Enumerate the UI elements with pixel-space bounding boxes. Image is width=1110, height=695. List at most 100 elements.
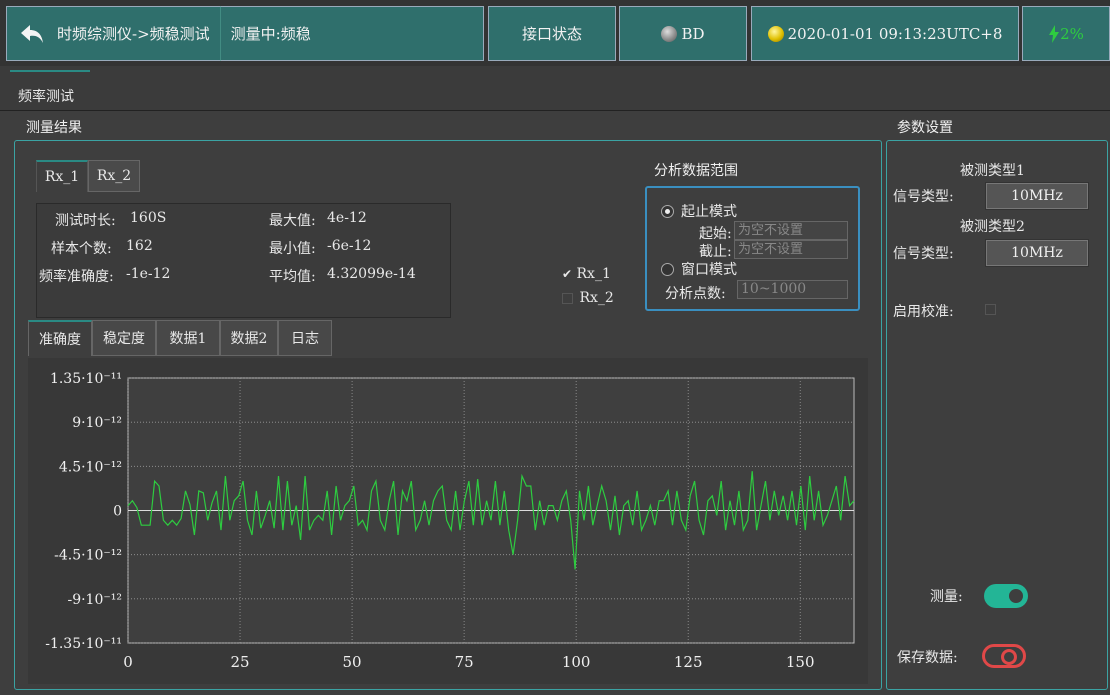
datetime-display: 2020-01-01 09:13:23UTC+8 — [751, 6, 1019, 61]
type1-label: 被测类型1 — [960, 163, 1025, 179]
divider — [219, 6, 221, 61]
x-tick-label: 75 — [455, 653, 474, 671]
radio-window-label: 窗口模式 — [681, 262, 737, 278]
accuracy-chart: 1.35·10⁻¹¹ 9·10⁻¹² 4.5·10⁻¹² 0 -4.5·10⁻¹² -9·… — [45, 371, 855, 671]
tab-strip — [0, 66, 1110, 111]
radio-window[interactable] — [661, 263, 674, 276]
signal2-label: 信号类型: — [893, 246, 954, 262]
results-panel — [14, 140, 882, 690]
tab-rx1-label: Rx_1 — [44, 169, 80, 185]
range-box: 起止模式 起始: 为空不设置 截止: 为空不设置 窗口模式 分析点数: 10~1… — [645, 186, 860, 311]
points-label: 分析点数: — [665, 286, 726, 302]
stats-box: 测试时长: 160S 样本个数: 162 频率准确度: -1e-12 最大值: … — [36, 203, 451, 318]
series-line-rx1 — [127, 471, 855, 570]
calib-label: 启用校准: — [893, 304, 954, 320]
measure-label: 测量: — [930, 589, 963, 605]
points-input[interactable]: 10~1000 — [737, 280, 848, 299]
checkbox-rx1-label: Rx_1 — [576, 266, 611, 282]
measure-toggle[interactable] — [984, 584, 1028, 608]
battery-status: 2% — [1022, 6, 1110, 61]
tab-data1[interactable]: 数据1 — [156, 320, 220, 356]
accuracy-label: 频率准确度: — [39, 269, 114, 285]
battery-bolt-icon — [1049, 24, 1060, 43]
duration-label: 测试时长: — [55, 213, 116, 229]
tab-rx1[interactable]: Rx_1 — [36, 160, 88, 192]
checkbox-empty-icon — [562, 292, 573, 304]
checkbox-rx2-label: Rx_2 — [579, 290, 614, 306]
y-tick-label: -9·10⁻¹² — [67, 592, 122, 608]
radio-start-stop[interactable] — [661, 205, 674, 218]
signal1-label: 信号类型: — [893, 189, 954, 205]
tab-data1-label: 数据1 — [169, 331, 207, 347]
start-input[interactable]: 为空不设置 — [734, 221, 848, 240]
params-title: 参数设置 — [897, 120, 953, 136]
tab-data2[interactable]: 数据2 — [220, 320, 278, 356]
checkmark-icon: ✔ — [562, 267, 573, 281]
min-label: 最小值: — [269, 241, 316, 257]
samples-label: 样本个数: — [51, 241, 112, 257]
y-tick-label: 0 — [113, 504, 122, 520]
tab-rx2-label: Rx_2 — [96, 168, 132, 184]
tab-accuracy-label: 准确度 — [39, 332, 81, 348]
tab-data2-label: 数据2 — [230, 331, 268, 347]
y-tick-label: 1.35·10⁻¹¹ — [50, 371, 122, 387]
checkbox-rx2[interactable]: Rx_2 — [562, 290, 614, 306]
end-input[interactable]: 为空不设置 — [734, 240, 848, 259]
save-label: 保存数据: — [897, 650, 958, 666]
datetime: 2020-01-01 09:13:23UTC+8 — [787, 24, 1003, 43]
y-tick-label: -1.35·10⁻¹¹ — [45, 636, 122, 652]
tab-log-label: 日志 — [291, 331, 319, 347]
tab-frequency-test[interactable]: 频率测试 — [10, 70, 90, 108]
tab-rx2[interactable]: Rx_2 — [88, 160, 140, 192]
tab-accuracy[interactable]: 准确度 — [28, 320, 92, 356]
tab-stability[interactable]: 稳定度 — [92, 320, 156, 356]
toggle-knob — [1009, 589, 1023, 603]
x-tick-label: 150 — [786, 653, 815, 671]
y-tick-label: 9·10⁻¹² — [72, 415, 122, 431]
params-panel — [886, 140, 1108, 690]
accuracy-value: -1e-12 — [126, 266, 171, 282]
chart-area: 1.35·10⁻¹¹ 9·10⁻¹² 4.5·10⁻¹² 0 -4.5·10⁻¹² -9·… — [28, 358, 868, 684]
calib-checkbox[interactable] — [985, 304, 996, 315]
signal2-select[interactable]: 10MHz — [985, 239, 1089, 267]
tab-log[interactable]: 日志 — [278, 320, 332, 356]
x-tick-label: 100 — [562, 653, 591, 671]
breadcrumb: 时频综测仪->频稳测试 — [57, 25, 210, 43]
bd-label: BD — [681, 24, 705, 43]
battery-level: 2% — [1060, 24, 1084, 43]
results-title: 测量结果 — [26, 120, 82, 136]
interface-status-label: 接口状态 — [521, 25, 582, 43]
range-title: 分析数据范围 — [654, 163, 738, 179]
x-tick-label: 25 — [230, 653, 249, 671]
signal1-select[interactable]: 10MHz — [985, 182, 1089, 210]
y-tick-label: -4.5·10⁻¹² — [54, 548, 122, 564]
bd-status: BD — [619, 6, 747, 61]
avg-label: 平均值: — [269, 269, 316, 285]
save-data-toggle[interactable] — [982, 644, 1026, 668]
avg-value: 4.32099e-14 — [327, 266, 416, 282]
start-label: 起始: — [699, 226, 732, 242]
samples-value: 162 — [126, 238, 153, 254]
interface-status-button[interactable]: 接口状态 — [488, 6, 616, 61]
tab-stability-label: 稳定度 — [103, 331, 145, 347]
y-tick-label: 4.5·10⁻¹² — [59, 459, 122, 475]
back-arrow-icon[interactable] — [19, 23, 45, 45]
x-tick-label: 50 — [343, 653, 362, 671]
type2-label: 被测类型2 — [960, 219, 1025, 235]
x-tick-label: 125 — [674, 653, 703, 671]
max-label: 最大值: — [269, 213, 316, 229]
end-label: 截止: — [699, 244, 732, 260]
radio-start-stop-label: 起止模式 — [681, 204, 737, 220]
tab-frequency-test-label: 频率测试 — [18, 89, 74, 105]
checkbox-rx1[interactable]: ✔ Rx_1 — [562, 266, 611, 282]
toggle-knob — [1001, 649, 1017, 665]
x-tick-label: 0 — [123, 653, 133, 671]
min-value: -6e-12 — [327, 238, 372, 254]
time-sync-indicator-icon — [767, 25, 784, 42]
signal2-value: 10MHz — [1011, 245, 1063, 261]
max-value: 4e-12 — [327, 210, 367, 226]
measuring-status: 测量中:频稳 — [230, 25, 311, 43]
header-nav: 时频综测仪->频稳测试 测量中:频稳 — [6, 6, 484, 61]
signal1-value: 10MHz — [1011, 188, 1063, 204]
duration-value: 160S — [130, 210, 167, 226]
